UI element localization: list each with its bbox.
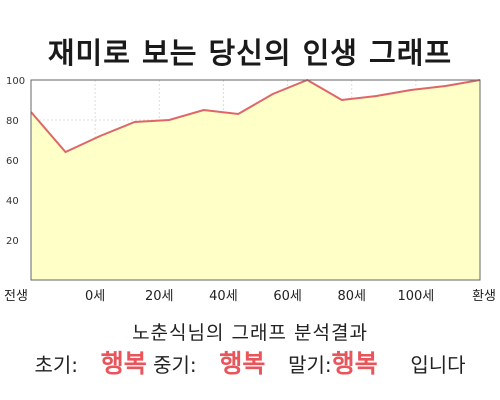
- analysis-result: 초기: 행복 중기: 행복 말기:행복 입니다: [0, 344, 500, 380]
- page-title: 재미로 보는 당신의 인생 그래프: [47, 36, 453, 70]
- x-tick-label: 전생: [4, 289, 28, 304]
- y-axis-ticks: 20 40 60 80 100: [6, 76, 25, 247]
- x-tick-label: 60세: [273, 289, 302, 304]
- x-tick-label: 40세: [209, 289, 238, 304]
- result-suffix: 입니다: [410, 353, 466, 377]
- x-tick-label: 0세: [85, 289, 105, 304]
- area-fill: [31, 80, 480, 280]
- x-axis-ticks: 전생 0세 20세 40세 60세 80세 100세 환생: [4, 289, 496, 304]
- life-graph-chart: 20 40 60 80 100 전생 0세 20세 40세 60세 80세 100세 환생: [4, 76, 496, 304]
- y-tick-label: 60: [6, 156, 19, 167]
- late-label: 말기:: [288, 353, 332, 377]
- analysis-summary: 노춘식님의 그래프 분석결과: [132, 322, 368, 344]
- series-line: [30, 78, 481, 154]
- y-tick-label: 20: [6, 236, 19, 247]
- y-tick-label: 100: [6, 76, 25, 87]
- x-tick-label: 20세: [145, 289, 174, 304]
- plot-frame: [30, 79, 481, 281]
- x-tick-label: 환생: [472, 289, 496, 304]
- early-label: 초기:: [34, 353, 78, 377]
- x-tick-label: 80세: [337, 289, 366, 304]
- y-tick-label: 80: [6, 116, 19, 127]
- y-tick-label: 40: [6, 196, 19, 207]
- middle-label: 중기:: [153, 353, 197, 377]
- late-value: 행복: [331, 349, 378, 378]
- early-value: 행복: [100, 349, 147, 378]
- middle-value: 행복: [219, 349, 266, 378]
- x-tick-label: 100세: [397, 289, 434, 304]
